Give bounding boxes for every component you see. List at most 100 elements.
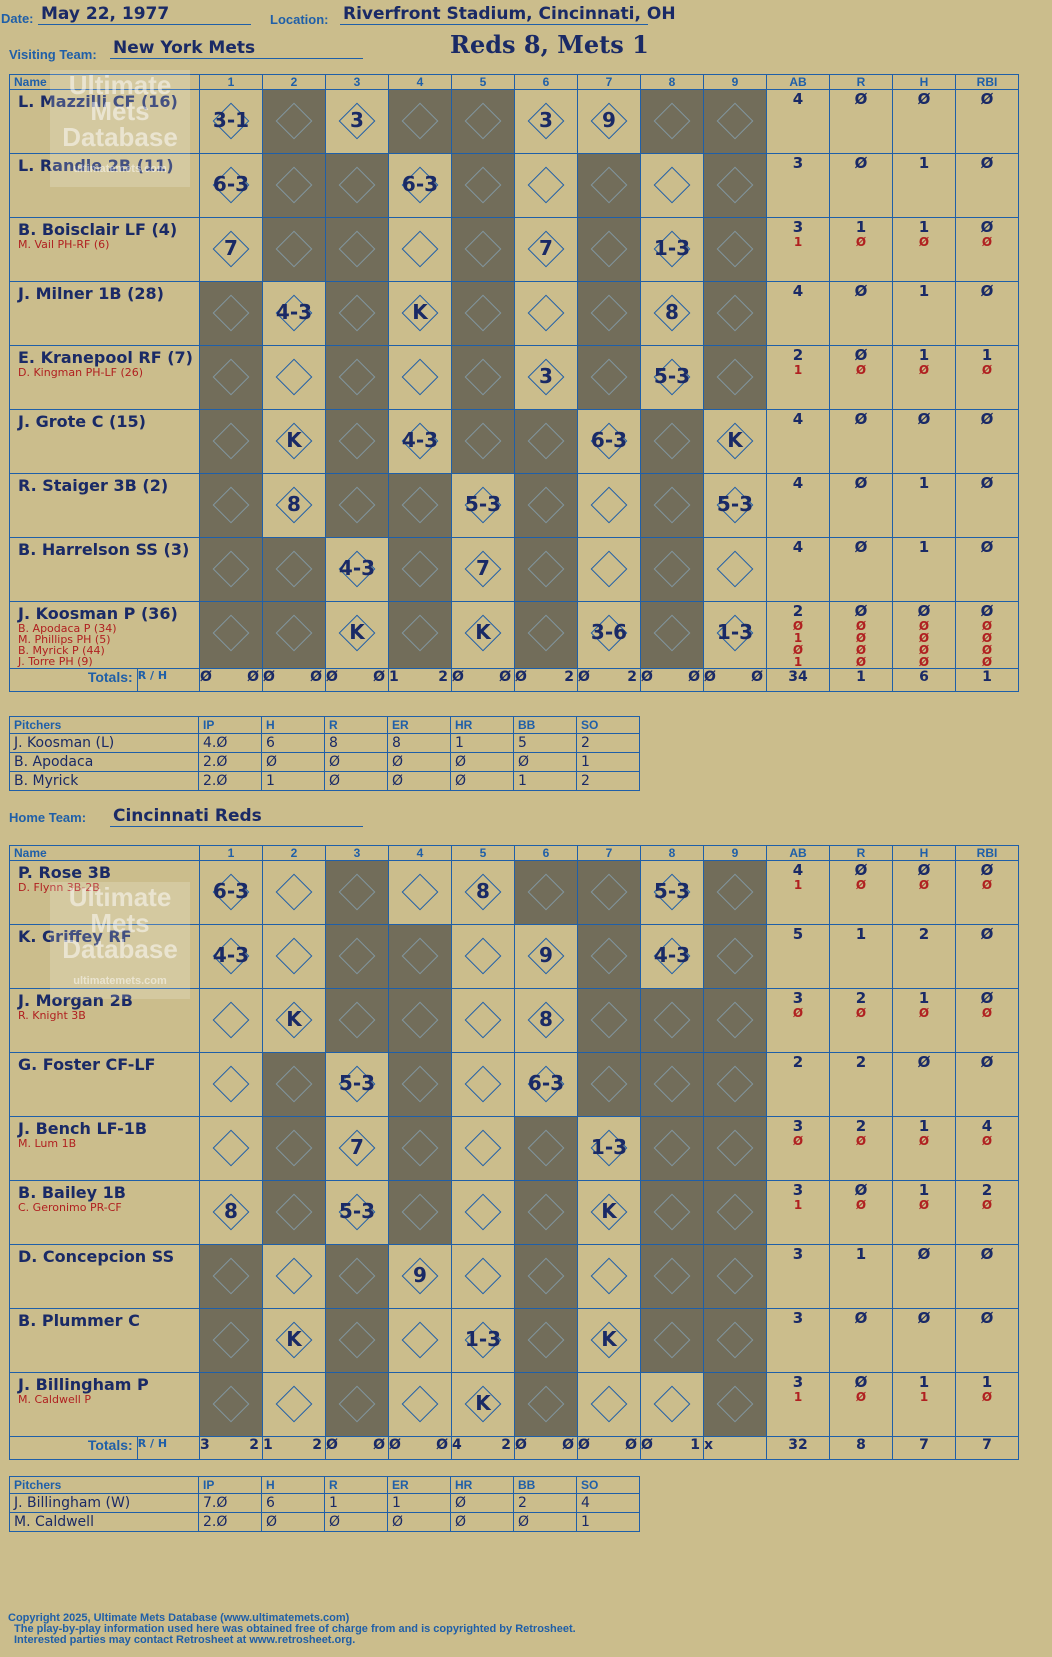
inning-cell [199,988,263,1053]
inning-cell [262,924,326,989]
diamond-icon [212,486,250,524]
play-result: 4-3 [275,300,313,324]
pitcher-stat: J. Koosman (L) [9,733,199,753]
inning-cell [451,1116,515,1181]
inning-cell: 6-3 [199,860,263,925]
play-result: 9 [413,1263,427,1287]
pitcher-stat: 1 [387,1493,451,1513]
inning-cell: 6-3 [577,409,641,474]
inning-cell [451,988,515,1053]
inning-cell: 9 [577,89,641,154]
inning-cell [577,281,641,346]
diamond-icon [212,422,250,460]
play-result: 6-3 [590,428,628,452]
diamond-icon [401,614,439,652]
diamond-icon [527,1257,565,1295]
batter-name: J. Morgan 2B [18,991,133,1010]
pitcher-stat: Ø [261,1512,325,1532]
inning-cell: 4-3 [388,409,452,474]
inning-cell: 9 [388,1244,452,1309]
diamond-icon [401,937,439,975]
inning-cell [577,860,641,925]
play-result: 3-6 [590,620,628,644]
inning-cell [703,988,767,1053]
inning-header: 6 [514,845,578,861]
inning-cell: 8 [262,473,326,538]
inning-header: 4 [388,845,452,861]
diamond-icon [212,1257,250,1295]
pitcher-stat: Ø [387,752,451,772]
ab-header: AB [766,74,830,90]
diamond-icon [653,486,691,524]
location-label: Location: [270,12,329,27]
pitching-header: R [324,716,388,734]
diamond-icon [275,1065,313,1103]
diamond-icon [212,1385,250,1423]
inning-header: 6 [514,74,578,90]
watermark-logo: Ultimate Mets Database ultimatemets.com [50,882,190,999]
inning-cell [262,860,326,925]
batter-name: B. Harrelson SS (3) [18,540,190,559]
diamond-icon [653,614,691,652]
h-stat: Ø [892,1244,956,1309]
inning-cell [388,217,452,282]
diamond-icon [464,102,502,140]
batter-row: B. Plummer C K 1-3 K 3 Ø Ø Ø [9,1308,1019,1373]
inning-cell: 9 [514,924,578,989]
inning-cell [325,1372,389,1437]
inning-cell: 7 [514,217,578,282]
pitcher-row: M. Caldwell 2.Ø Ø Ø Ø Ø Ø 1 [9,1512,640,1532]
diamond-icon [338,937,376,975]
diamond-icon [527,614,565,652]
diamond-icon [275,1129,313,1167]
inning-cell [451,924,515,989]
play-result: K [475,1391,491,1415]
batter-row: G. Foster CF-LF 5-3 6-3 2 2 Ø Ø [9,1052,1019,1117]
inning-header: 9 [703,845,767,861]
diamond-icon [464,1065,502,1103]
diamond-icon [338,1257,376,1295]
diamond-icon [275,102,313,140]
inning-header: 2 [262,845,326,861]
inning-header: 4 [388,74,452,90]
inning-cell [325,1308,389,1373]
h-stat: 1 [892,153,956,218]
batter-row: P. Rose 3B D. Flynn 3B-2B 6-3 8 5-3 4 1 Ø Ø Ø Ø Ø Ø [9,860,1019,925]
play-result: 7 [476,556,490,580]
inning-cell [388,1116,452,1181]
footer: Copyright 2025, Ultimate Mets Database (… [8,1613,576,1646]
play-result: 6-3 [212,172,250,196]
h-header: H [892,845,956,861]
total-r: 1 [829,668,893,692]
play-result: 9 [539,943,553,967]
pitcher-stat: Ø [324,752,388,772]
diamond-icon [338,358,376,396]
retrosheet-line: The play-by-play information used here w… [14,1623,576,1635]
inning-cell [640,1244,704,1309]
diamond-icon [338,422,376,460]
inning-cell [451,281,515,346]
diamond-icon [401,873,439,911]
pitcher-stat: 4 [576,1493,640,1513]
r-stat: 1 [829,924,893,989]
diamond-icon [716,1129,754,1167]
inning-cell [388,601,452,669]
inning-cell [199,1052,263,1117]
inning-cell [262,1372,326,1437]
diamond-icon [716,1001,754,1039]
totals-row: Totals: R / H 3 2 1 2 Ø Ø Ø Ø 4 2 Ø Ø Ø Ø Ø 1 x 32 8 7 7 [9,1436,1019,1460]
inning-cell [577,1052,641,1117]
pitcher-stat: Ø [450,1493,514,1513]
r-stat: Ø [829,409,893,474]
diamond-icon [590,937,628,975]
